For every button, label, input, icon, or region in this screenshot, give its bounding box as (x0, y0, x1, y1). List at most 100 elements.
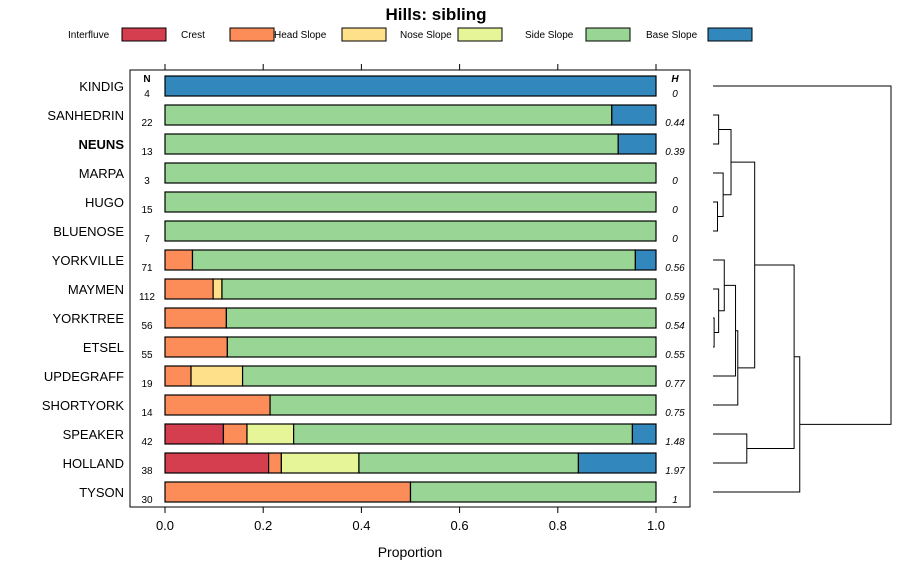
row-tyson: TYSON 30 1 (79, 481, 678, 506)
legend-label-base-slope: Base Slope (646, 30, 698, 41)
bar-segment-side-slope (191, 249, 636, 271)
x-tick-label: 0.4 (352, 518, 370, 533)
legend-swatch-base-slope (707, 27, 753, 42)
dendrogram-link (713, 172, 724, 217)
row-label: KINDIG (79, 79, 124, 94)
h-value: 0.56 (665, 263, 685, 274)
n-value: 4 (144, 89, 150, 100)
dendrogram-link (713, 356, 801, 493)
n-value: 56 (141, 321, 153, 332)
row-label: HOLLAND (63, 456, 124, 471)
h-value: 0 (672, 89, 678, 100)
n-value: 19 (141, 379, 153, 390)
bar-segment-side-slope (164, 220, 657, 242)
bar-segment-side-slope (293, 423, 634, 445)
bar-segment-side-slope (226, 336, 657, 358)
row-label: BLUENOSE (53, 224, 124, 239)
row-label: MAYMEN (68, 282, 124, 297)
h-value: 0 (672, 205, 678, 216)
row-hugo: HUGO 15 0 (85, 191, 678, 216)
n-value: 112 (139, 292, 155, 303)
bar-segment-base-slope (634, 249, 657, 271)
row-bluenose: BLUENOSE 7 0 (53, 220, 678, 245)
bar-segment-head-slope (190, 365, 244, 387)
n-value: 71 (141, 263, 153, 274)
n-value: 38 (141, 466, 153, 477)
n-value: 3 (144, 176, 150, 187)
bar-segment-side-slope (164, 104, 613, 126)
x-tick-label: 0.2 (254, 518, 272, 533)
x-axis: 0.0 0.2 0.4 0.6 0.8 1.0 (156, 507, 665, 533)
dendrogram-link (713, 201, 719, 232)
row-label: NEUNS (78, 137, 124, 152)
bar-segment-base-slope (617, 133, 657, 155)
bar-segment-crest (164, 365, 192, 387)
n-value: 30 (141, 495, 153, 506)
row-neuns: NEUNS 13 0.39 (78, 133, 685, 158)
bar-segment-base-slope (577, 452, 657, 474)
legend-swatch-interfluve (121, 27, 167, 42)
bar-segment-head-slope (212, 278, 223, 300)
row-label: SPEAKER (63, 427, 124, 442)
row-label: ETSEL (83, 340, 124, 355)
legend-swatch-nose-slope (457, 27, 503, 42)
bar-segment-crest (164, 249, 194, 271)
row-label: YORKTREE (52, 311, 124, 326)
row-label: UPDEGRAFF (44, 369, 124, 384)
row-label: MARPA (79, 166, 125, 181)
top-axis-ticks (164, 64, 657, 70)
h-header: H (671, 74, 679, 85)
legend-label-interfluve: Interfluve (68, 30, 110, 41)
h-value: 0 (672, 176, 678, 187)
row-kindig: KINDIG 4 0 (79, 75, 678, 100)
h-value: 0.39 (665, 147, 685, 158)
row-speaker: SPEAKER 42 1.48 (63, 423, 685, 448)
x-tick-label: 0.8 (549, 518, 567, 533)
legend-label-nose-slope: Nose Slope (400, 30, 452, 41)
row-label: YORKVILLE (52, 253, 125, 268)
h-value: 1.97 (665, 466, 685, 477)
h-value: 0.77 (665, 379, 685, 390)
row-label: SANHEDRIN (47, 108, 124, 123)
legend: Interfluve Crest Head Slope Nose Slope Side … (68, 27, 753, 42)
n-value: 55 (141, 350, 153, 361)
bar-segment-base-slope (631, 423, 657, 445)
h-value: 0.55 (665, 350, 685, 361)
legend-label-crest: Crest (181, 30, 205, 41)
h-value: 1.48 (665, 437, 685, 448)
dendrogram-link (713, 433, 748, 464)
dendrogram-link (713, 330, 739, 406)
n-value: 42 (141, 437, 153, 448)
h-value: 0.59 (665, 292, 685, 303)
dendrogram-link (713, 85, 892, 425)
plot-frame (129, 69, 691, 508)
bar-segment-side-slope (164, 191, 657, 213)
bar-segment-crest (164, 481, 412, 503)
dendrogram-link (731, 161, 756, 369)
x-tick-label: 0.0 (156, 518, 174, 533)
bar-segment-nose-slope (246, 423, 295, 445)
h-value: 1 (672, 495, 678, 506)
legend-label-side-slope: Side Slope (525, 30, 574, 41)
n-header: N (143, 74, 150, 85)
bar-segment-base-slope (611, 104, 657, 126)
bar-segment-side-slope (225, 307, 657, 329)
h-value: 0.75 (665, 408, 685, 419)
x-tick-label: 1.0 (647, 518, 665, 533)
bar-segment-side-slope (409, 481, 657, 503)
x-tick-label: 0.6 (451, 518, 469, 533)
bar-segment-side-slope (269, 394, 657, 416)
row-label: HUGO (85, 195, 124, 210)
n-value: 13 (141, 147, 153, 158)
dendrogram-link (713, 317, 715, 348)
bar-segment-crest (164, 307, 227, 329)
bar-segment-crest (164, 394, 271, 416)
bar-segment-interfluve (164, 452, 270, 474)
n-value: 7 (144, 234, 150, 245)
row-holland: HOLLAND 38 1.97 (63, 452, 685, 477)
dendrogram-link (713, 114, 720, 145)
row-maymen: MAYMEN 112 0.59 (68, 278, 685, 303)
row-updegraff: UPDEGRAFF 19 0.77 (44, 365, 685, 390)
bar-segment-crest (222, 423, 248, 445)
